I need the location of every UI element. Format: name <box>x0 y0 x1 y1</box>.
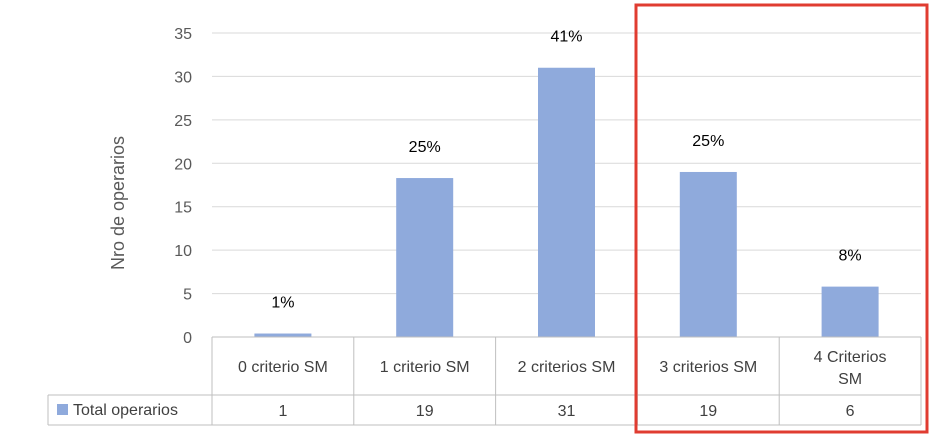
y-tick-label: 25 <box>174 113 192 130</box>
category-label: 0 criterio SM <box>238 359 328 376</box>
y-axis-ticks: 0 5 10 15 20 25 30 35 <box>174 26 192 347</box>
data-label: 8% <box>839 248 862 265</box>
bars <box>254 68 878 337</box>
bar <box>680 172 737 337</box>
table-value: 31 <box>558 403 576 420</box>
y-tick-label: 10 <box>174 243 192 260</box>
table-value: 19 <box>699 403 717 420</box>
bar <box>396 178 453 337</box>
y-tick-label: 30 <box>174 69 192 86</box>
legend-series-name: Total operarios <box>73 402 178 419</box>
category-label: 3 criterios SM <box>659 359 757 376</box>
y-tick-label: 20 <box>174 156 192 173</box>
table-value: 1 <box>278 403 287 420</box>
data-table: 0 criterio SM 1 criterio SM 2 criterios SM… <box>48 337 921 425</box>
y-tick-label: 0 <box>183 330 192 347</box>
table-value: 6 <box>846 403 855 420</box>
bar <box>254 334 311 337</box>
bar <box>538 68 595 337</box>
bar <box>822 287 879 337</box>
category-label: 4 Criterios <box>814 349 887 366</box>
data-label: 25% <box>409 139 441 156</box>
data-label: 1% <box>271 295 294 312</box>
data-label: 25% <box>692 133 724 150</box>
category-label: SM <box>838 371 862 388</box>
y-tick-label: 15 <box>174 200 192 217</box>
category-label: 2 criterios SM <box>518 359 616 376</box>
table-value: 19 <box>416 403 434 420</box>
y-tick-label: 35 <box>174 26 192 43</box>
legend-swatch <box>57 404 68 415</box>
y-tick-label: 5 <box>183 287 192 304</box>
y-axis-label: Nro de operarios <box>108 136 128 270</box>
category-label: 1 criterio SM <box>380 359 470 376</box>
data-label: 41% <box>550 29 582 46</box>
